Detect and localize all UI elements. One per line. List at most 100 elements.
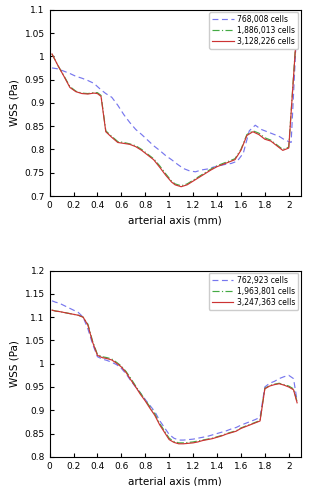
1,886,013 cells (269, 137, 273, 143)
768,008 cells (247, 128, 251, 134)
768,008 cells (188, 168, 191, 174)
768,008 cells (50, 65, 54, 71)
3,128,226 cells (269, 138, 273, 144)
1,886,013 cells (233, 156, 237, 162)
768,008 cells (56, 66, 60, 72)
768,008 cells (200, 167, 203, 173)
762,923 cells (177, 437, 181, 443)
3,128,226 cells (74, 89, 78, 95)
768,008 cells (259, 126, 263, 132)
768,008 cells (92, 80, 96, 86)
3,128,226 cells (170, 179, 173, 185)
1,886,013 cells (221, 160, 225, 166)
3,128,226 cells (134, 144, 138, 150)
768,008 cells (271, 131, 275, 137)
3,128,226 cells (245, 133, 249, 139)
3,128,226 cells (227, 159, 231, 165)
762,923 cells (196, 435, 200, 441)
1,886,013 cells (80, 90, 84, 96)
1,886,013 cells (110, 134, 114, 139)
3,128,226 cells (164, 172, 167, 178)
1,886,013 cells (158, 163, 162, 169)
3,128,226 cells (239, 147, 243, 153)
1,886,013 cells (122, 139, 126, 145)
3,128,226 cells (215, 164, 219, 170)
3,128,226 cells (185, 182, 189, 188)
762,923 cells (201, 434, 205, 440)
3,128,226 cells (295, 21, 299, 27)
768,008 cells (253, 122, 257, 128)
3,128,226 cells (257, 132, 261, 138)
1,886,013 cells (209, 166, 213, 172)
3,128,226 cells (209, 167, 213, 173)
3,128,226 cells (263, 136, 267, 142)
1,886,013 cells (95, 90, 99, 96)
1,963,801 cells (244, 423, 248, 429)
3,128,226 cells (128, 141, 131, 147)
3,247,363 cells (50, 307, 54, 313)
3,247,363 cells (210, 436, 214, 442)
3,247,363 cells (177, 441, 181, 447)
3,128,226 cells (50, 51, 54, 57)
768,008 cells (295, 18, 299, 24)
768,008 cells (283, 137, 287, 143)
1,886,013 cells (99, 92, 103, 98)
3,128,226 cells (203, 171, 207, 176)
1,963,801 cells (50, 307, 54, 313)
1,886,013 cells (92, 90, 96, 96)
762,923 cells (50, 298, 54, 304)
X-axis label: arterial axis (mm): arterial axis (mm) (128, 476, 222, 486)
768,008 cells (224, 161, 227, 167)
1,886,013 cells (197, 174, 201, 179)
1,886,013 cells (281, 147, 285, 153)
768,008 cells (122, 112, 126, 118)
3,128,226 cells (275, 143, 279, 149)
3,128,226 cells (122, 140, 126, 146)
3,128,226 cells (80, 91, 84, 97)
1,886,013 cells (68, 84, 72, 89)
3,128,226 cells (146, 152, 149, 158)
768,008 cells (74, 73, 78, 79)
1,886,013 cells (227, 158, 231, 164)
768,008 cells (164, 153, 167, 158)
3,128,226 cells (287, 145, 290, 151)
768,008 cells (265, 129, 269, 135)
762,923 cells (272, 379, 276, 384)
Line: 1,886,013 cells: 1,886,013 cells (52, 23, 297, 186)
1,886,013 cells (287, 144, 290, 150)
1,886,013 cells (275, 142, 279, 148)
1,886,013 cells (104, 128, 108, 134)
1,963,801 cells (210, 435, 214, 441)
768,008 cells (140, 132, 144, 138)
768,008 cells (110, 94, 114, 100)
768,008 cells (170, 157, 173, 163)
3,128,226 cells (56, 63, 60, 69)
768,008 cells (236, 158, 239, 164)
768,008 cells (152, 143, 156, 149)
3,128,226 cells (86, 91, 90, 97)
768,008 cells (277, 134, 281, 139)
Legend: 762,923 cells, 1,963,801 cells, 3,247,363 cells: 762,923 cells, 1,963,801 cells, 3,247,36… (209, 273, 299, 310)
1,886,013 cells (245, 132, 249, 138)
3,128,226 cells (104, 129, 108, 135)
1,886,013 cells (263, 135, 267, 141)
3,128,226 cells (251, 129, 255, 135)
768,008 cells (134, 126, 138, 132)
768,008 cells (218, 163, 221, 169)
1,886,013 cells (86, 91, 90, 97)
768,008 cells (241, 150, 245, 156)
1,886,013 cells (251, 128, 255, 134)
768,008 cells (128, 120, 131, 125)
3,128,226 cells (95, 91, 99, 97)
3,128,226 cells (99, 93, 103, 99)
Line: 3,247,363 cells: 3,247,363 cells (52, 310, 297, 444)
768,008 cells (62, 69, 66, 74)
1,886,013 cells (203, 170, 207, 175)
Line: 1,963,801 cells: 1,963,801 cells (52, 310, 297, 443)
768,008 cells (194, 169, 197, 175)
762,923 cells (115, 362, 118, 367)
3,128,226 cells (179, 184, 183, 190)
768,008 cells (104, 91, 108, 97)
X-axis label: arterial axis (mm): arterial axis (mm) (128, 215, 222, 226)
3,128,226 cells (92, 90, 96, 96)
